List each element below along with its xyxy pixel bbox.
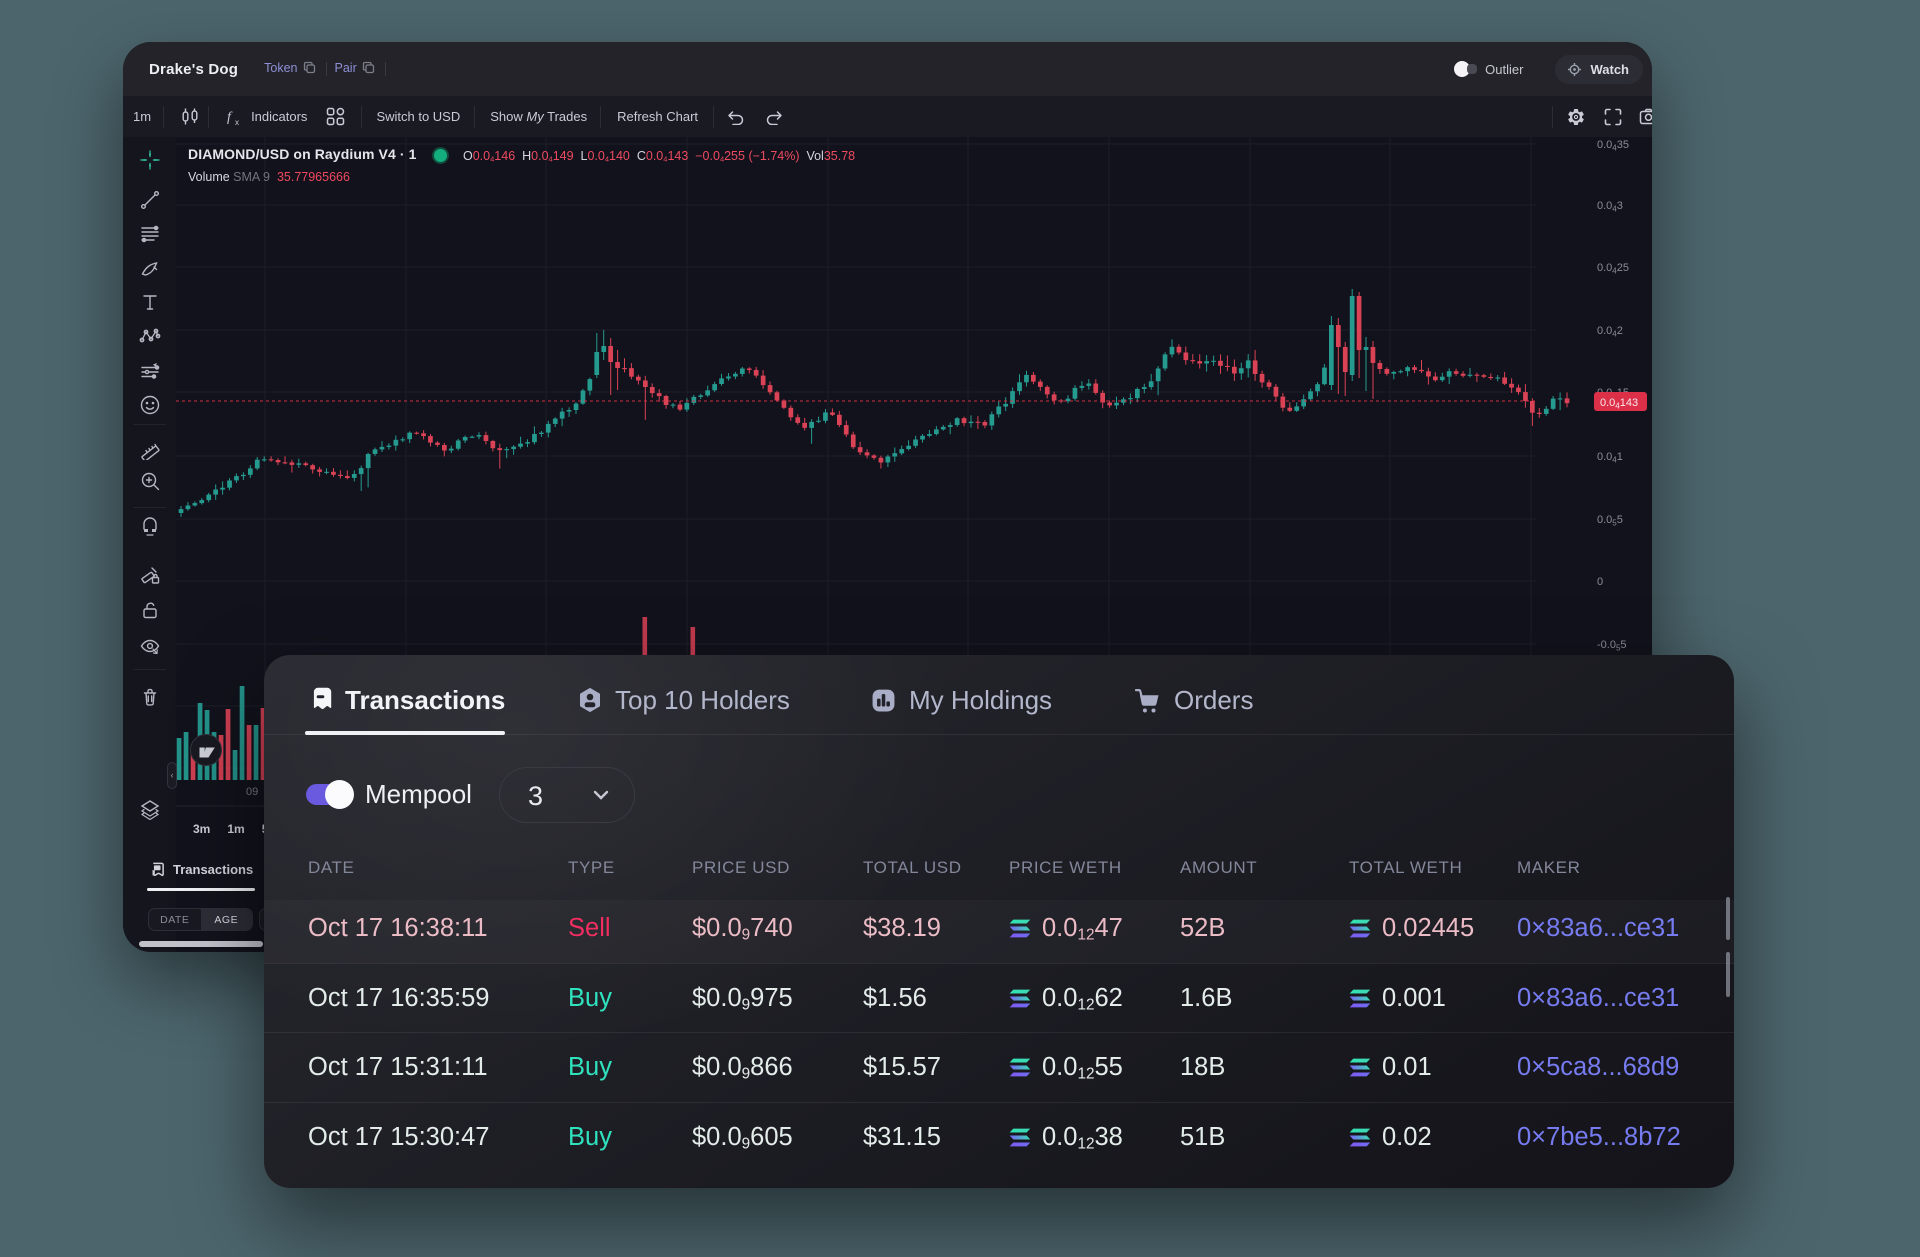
svg-text:f: f bbox=[227, 110, 233, 125]
svg-text:0.0425: 0.0425 bbox=[1597, 262, 1629, 276]
svg-text:0.055: 0.055 bbox=[1597, 514, 1623, 528]
svg-text:0.041: 0.041 bbox=[1597, 451, 1623, 465]
svg-text:0.043: 0.043 bbox=[1597, 200, 1623, 214]
svg-text:0.04143: 0.04143 bbox=[1600, 397, 1638, 411]
svg-text:x: x bbox=[235, 118, 239, 126]
svg-text:0.0435: 0.0435 bbox=[1597, 139, 1629, 153]
svg-text:0: 0 bbox=[1597, 576, 1603, 588]
svg-text:09: 09 bbox=[246, 786, 258, 798]
svg-text:0.042: 0.042 bbox=[1597, 325, 1623, 339]
svg-text:-0.055: -0.055 bbox=[1597, 639, 1627, 653]
